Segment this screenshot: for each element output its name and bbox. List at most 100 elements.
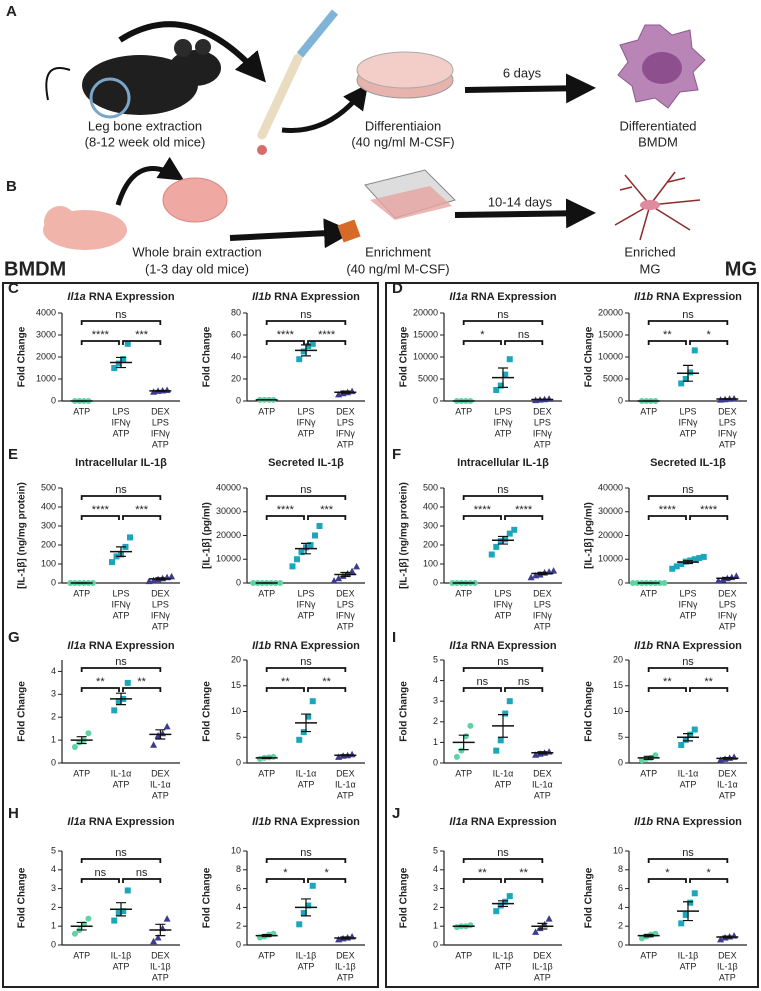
x-tick-label: IL-1β — [493, 950, 514, 960]
error-bar — [301, 542, 311, 555]
y-tick-label: 3 — [433, 696, 438, 706]
error-bar — [116, 356, 126, 369]
y-tick-label: 20 — [231, 373, 241, 383]
significance-bracket — [265, 858, 347, 863]
data-point — [678, 380, 685, 387]
y-axis-label: Fold Change — [17, 867, 28, 928]
significance-label: ns — [300, 484, 312, 496]
significance-label: **** — [659, 504, 677, 516]
significance-label: ** — [663, 676, 672, 688]
significance-label: **** — [700, 504, 718, 516]
title-text: RNA Expression — [89, 816, 175, 828]
x-tick-label: ATP — [73, 950, 90, 960]
y-tick-label: 5000 — [603, 373, 623, 383]
y-tick-label: 4 — [51, 666, 56, 676]
y-tick-label: 500 — [423, 482, 438, 492]
y-tick-label: 40000 — [216, 482, 241, 492]
y-tick-label: 6 — [618, 883, 623, 893]
chart-title: Il1b RNA Expression — [252, 640, 360, 652]
y-tick-label: 2 — [51, 712, 56, 722]
x-tick-label: DEX — [151, 768, 170, 778]
x-tick-label: ATP — [719, 439, 736, 449]
y-tick-label: 5000 — [418, 373, 438, 383]
significance-bracket — [80, 340, 120, 345]
error-bar — [537, 571, 548, 576]
data-point — [550, 567, 558, 574]
data-point — [150, 741, 158, 748]
significance-label: ns — [300, 847, 312, 859]
significance-label: ** — [704, 676, 713, 688]
x-tick-label: ATP — [113, 961, 130, 971]
step-text: Differentiaion — [365, 118, 441, 133]
x-tick-label: IFNγ — [297, 417, 316, 427]
significance-label: ** — [137, 676, 146, 688]
error-bar — [155, 577, 166, 581]
data-point — [629, 580, 636, 586]
y-tick-label: 15 — [231, 680, 241, 690]
y-tick-label: 3000 — [36, 329, 56, 339]
significance-label: * — [325, 867, 330, 879]
y-tick-label: 500 — [41, 482, 56, 492]
data-point — [673, 563, 680, 570]
step-text: (40 ng/ml M-CSF) — [351, 134, 454, 149]
significance-label: ns — [518, 676, 530, 688]
data-point — [527, 573, 535, 581]
x-tick-label: ATP — [337, 790, 354, 800]
y-tick-label: 1000 — [36, 373, 56, 383]
y-tick-label: 0 — [236, 395, 241, 405]
data-point — [687, 731, 694, 738]
significance-label: ns — [682, 309, 694, 321]
error-bar — [458, 734, 469, 751]
data-point — [497, 538, 504, 545]
x-tick-label: ATP — [258, 950, 275, 960]
chart-title: Secreted IL-1β — [268, 457, 344, 469]
data-point — [305, 902, 312, 909]
significance-label: ns — [115, 847, 127, 859]
error-bar — [340, 390, 351, 394]
chart-title: Il1a RNA Expression — [67, 640, 174, 652]
y-tick-label: 0 — [51, 939, 56, 949]
error-bar — [683, 364, 693, 382]
x-tick-label: LPS — [337, 417, 354, 427]
step-text: (40 ng/ml M-CSF) — [346, 261, 449, 276]
data-point — [545, 915, 553, 922]
data-point — [289, 563, 296, 570]
significance-label: ns — [300, 309, 312, 321]
x-tick-label: ATP — [640, 406, 657, 416]
data-point — [682, 911, 689, 918]
y-tick-label: 20000 — [216, 530, 241, 540]
y-axis-label: [IL-1β] (ng/mg protein) — [17, 482, 28, 589]
data-point — [678, 741, 685, 748]
data-point — [353, 562, 361, 570]
step-text: Whole brain extraction — [132, 244, 261, 259]
x-tick-label: IL-1α — [150, 779, 171, 789]
x-tick-label: DEX — [336, 950, 355, 960]
y-tick-label: 0 — [618, 395, 623, 405]
x-tick-label: IFNγ — [297, 599, 316, 609]
significance-label: **** — [277, 504, 295, 516]
panel-label: G — [8, 629, 20, 646]
x-tick-label: IL-1α — [678, 768, 699, 778]
data-point — [691, 556, 698, 563]
y-tick-label: 4 — [51, 864, 56, 874]
title-text: RNA Expression — [89, 291, 175, 303]
data-point — [691, 726, 698, 733]
data-point — [300, 348, 307, 355]
significance-bracket — [265, 687, 305, 692]
x-tick-label: IFNγ — [151, 428, 170, 438]
y-axis-label: Fold Change — [399, 681, 410, 742]
significance-label: ns — [497, 847, 509, 859]
x-tick-label: ATP — [258, 588, 275, 598]
significance-bracket — [80, 858, 162, 863]
x-tick-label: IFNγ — [718, 428, 737, 438]
x-tick-label: LPS — [719, 599, 736, 609]
data-point — [730, 394, 738, 402]
x-tick-label: ATP — [719, 790, 736, 800]
significance-bracket — [122, 340, 162, 345]
data-point — [687, 899, 694, 906]
y-axis-label: Fold Change — [399, 326, 410, 387]
x-tick-label: DEX — [718, 406, 737, 416]
x-tick-label: IL-1α — [296, 768, 317, 778]
error-bar — [722, 935, 733, 939]
chart-title: Il1b RNA Expression — [634, 816, 742, 828]
